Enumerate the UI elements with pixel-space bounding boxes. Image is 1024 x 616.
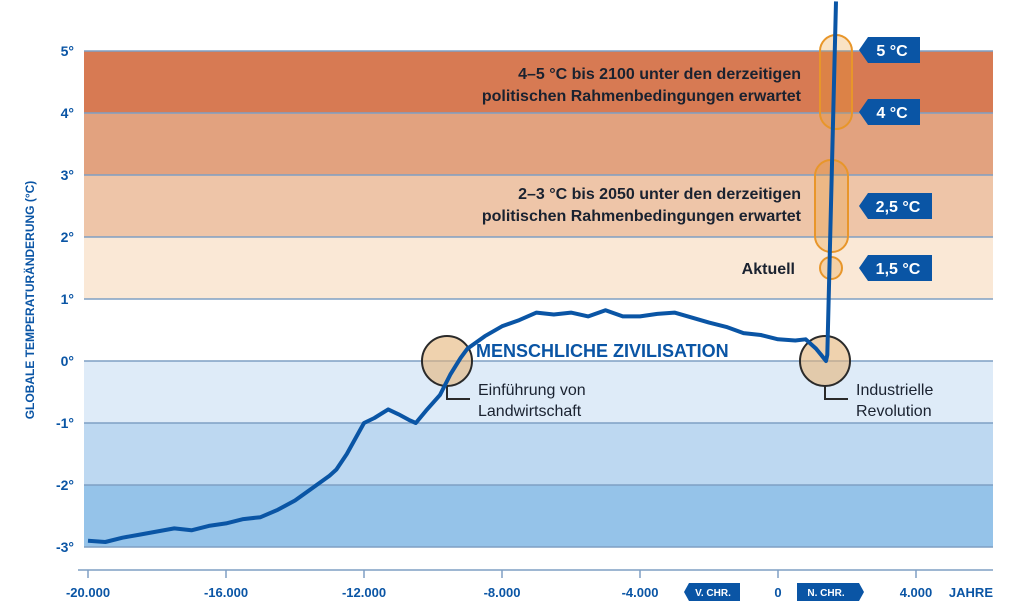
- temperature-marker-label: 1,5 °C: [876, 261, 921, 278]
- x-tick-label: -16.000: [204, 585, 248, 600]
- agriculture-label-line2: Landwirtschaft: [478, 403, 582, 420]
- civilization-label: MENSCHLICHE ZIVILISATION: [476, 341, 729, 361]
- industrial-label-line2: Revolution: [856, 403, 932, 420]
- temperature-band: [84, 51, 993, 113]
- temperature-marker-label: 5 °C: [876, 43, 908, 60]
- temperature-marker-label: 4 °C: [876, 105, 908, 122]
- band-2050-line2: politischen Rahmenbedingungen erwartet: [482, 208, 802, 225]
- x-tick-label: -4.000: [622, 585, 659, 600]
- temperature-marker-tag: [859, 193, 932, 219]
- y-tick-label: -1°: [56, 415, 74, 431]
- y-tick-label: 4°: [61, 105, 74, 121]
- x-tick-label: -8.000: [484, 585, 521, 600]
- x-tick-label: 4.000: [900, 585, 933, 600]
- bc-badge-label: V. CHR.: [695, 588, 731, 599]
- y-tick-label: 0°: [61, 353, 74, 369]
- temperature-band: [84, 485, 993, 547]
- band-2050-line1: 2–3 °C bis 2050 unter den derzeitigen: [518, 186, 801, 203]
- y-tick-label: 3°: [61, 167, 74, 183]
- temperature-band: [84, 237, 993, 299]
- y-tick-label: -2°: [56, 477, 74, 493]
- temperature-marker-tag: [859, 99, 920, 125]
- y-tick-label: 1°: [61, 291, 74, 307]
- y-axis-label: GLOBALE TEMPERATURÄNDERUNG (°C): [22, 181, 37, 420]
- industrial-leader-line: [824, 386, 848, 400]
- temperature-band: [84, 175, 993, 237]
- ad-badge: [797, 583, 864, 601]
- band-2100-line1: 4–5 °C bis 2100 unter den derzeitigen: [518, 66, 801, 83]
- bc-badge: [684, 583, 740, 601]
- temperature-band: [84, 423, 993, 485]
- y-tick-label: 2°: [61, 229, 74, 245]
- band-2100-line2: politischen Rahmenbedingungen erwartet: [482, 88, 802, 105]
- industrial-label-line1: Industrielle: [856, 382, 933, 399]
- temperature-marker-tag: [859, 37, 920, 63]
- agriculture-leader-line: [446, 386, 470, 400]
- x-tick-label: -12.000: [342, 585, 386, 600]
- temperature-line: [87, 1, 838, 544]
- y-tick-label: 5°: [61, 43, 74, 59]
- y-tick-label: -3°: [56, 539, 74, 555]
- x-tick-label: -20.000: [66, 585, 110, 600]
- ad-badge-label: N. CHR.: [807, 588, 844, 599]
- temperature-band: [84, 113, 993, 175]
- temperature-marker-label: 2,5 °C: [876, 199, 921, 216]
- x-tick-label: 0: [774, 585, 781, 600]
- x-axis-label: JAHRE: [949, 585, 993, 600]
- agriculture-label-line1: Einführung von: [478, 382, 586, 399]
- current-label: Aktuell: [742, 261, 795, 278]
- temperature-marker-tag: [859, 255, 932, 281]
